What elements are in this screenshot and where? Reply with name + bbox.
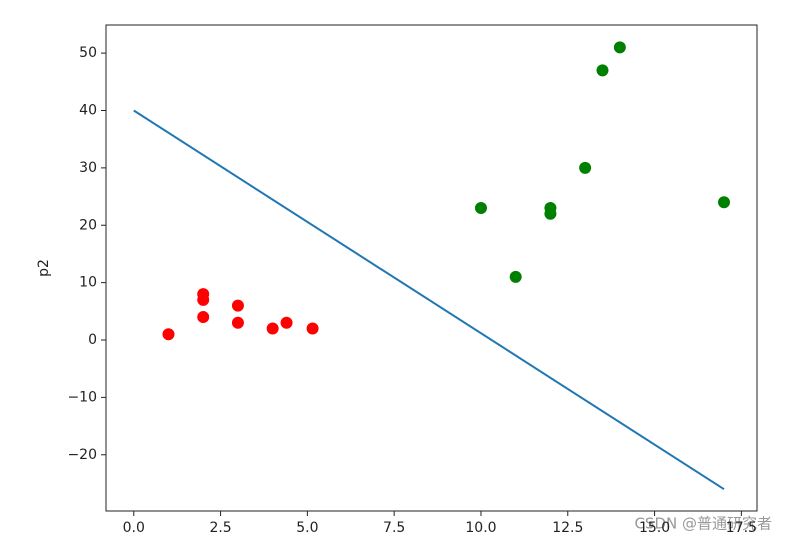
x-tick-label: 12.5 [552, 520, 583, 536]
point [231, 299, 244, 312]
y-tick-label: 30 [79, 160, 97, 176]
x-tick-label: 7.5 [383, 520, 405, 536]
x-tick-label: 15.0 [639, 520, 670, 536]
point [544, 207, 557, 220]
point [231, 316, 244, 329]
y-tick-label: 50 [79, 45, 97, 61]
point [509, 270, 522, 283]
y-tick-label: 0 [88, 332, 97, 348]
point [613, 41, 626, 54]
point [474, 202, 487, 215]
y-axis-label: p2 [36, 259, 52, 277]
point [596, 64, 609, 77]
point [266, 322, 279, 335]
point [197, 311, 210, 324]
point [579, 161, 592, 174]
y-tick-label: −10 [67, 389, 97, 405]
y-tick-label: 20 [79, 217, 97, 233]
x-tick-label: 0.0 [123, 520, 145, 536]
point [162, 328, 175, 341]
y-tick-label: 40 [79, 102, 97, 118]
point [197, 293, 210, 306]
y-tick-label: −20 [67, 447, 97, 463]
watermark: CSDN @普通研究者 [634, 515, 772, 533]
x-tick-label: 17.5 [726, 520, 757, 536]
point [306, 322, 319, 335]
point [718, 196, 731, 209]
x-tick-label: 10.0 [465, 520, 496, 536]
point [280, 316, 293, 329]
x-tick-label: 2.5 [209, 520, 231, 536]
plot-frame [105, 24, 758, 512]
line [133, 109, 725, 491]
y-tick-label: 10 [79, 275, 97, 291]
x-tick-label: 5.0 [296, 520, 318, 536]
